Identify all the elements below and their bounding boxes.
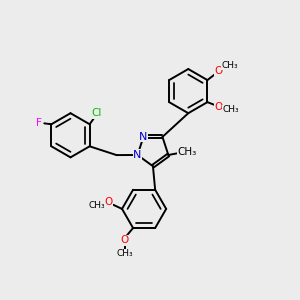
Text: CH₃: CH₃ [88, 201, 105, 210]
Text: CH₃: CH₃ [116, 249, 133, 258]
Text: O: O [214, 66, 223, 76]
Text: CH₃: CH₃ [223, 105, 239, 114]
Text: O: O [214, 102, 223, 112]
Text: N: N [134, 150, 142, 160]
Text: CH₃: CH₃ [178, 147, 197, 157]
Text: CH₃: CH₃ [221, 61, 238, 70]
Text: N: N [139, 132, 148, 142]
Text: Cl: Cl [92, 108, 102, 118]
Text: O: O [121, 236, 129, 245]
Text: F: F [36, 118, 42, 128]
Text: O: O [105, 197, 113, 207]
